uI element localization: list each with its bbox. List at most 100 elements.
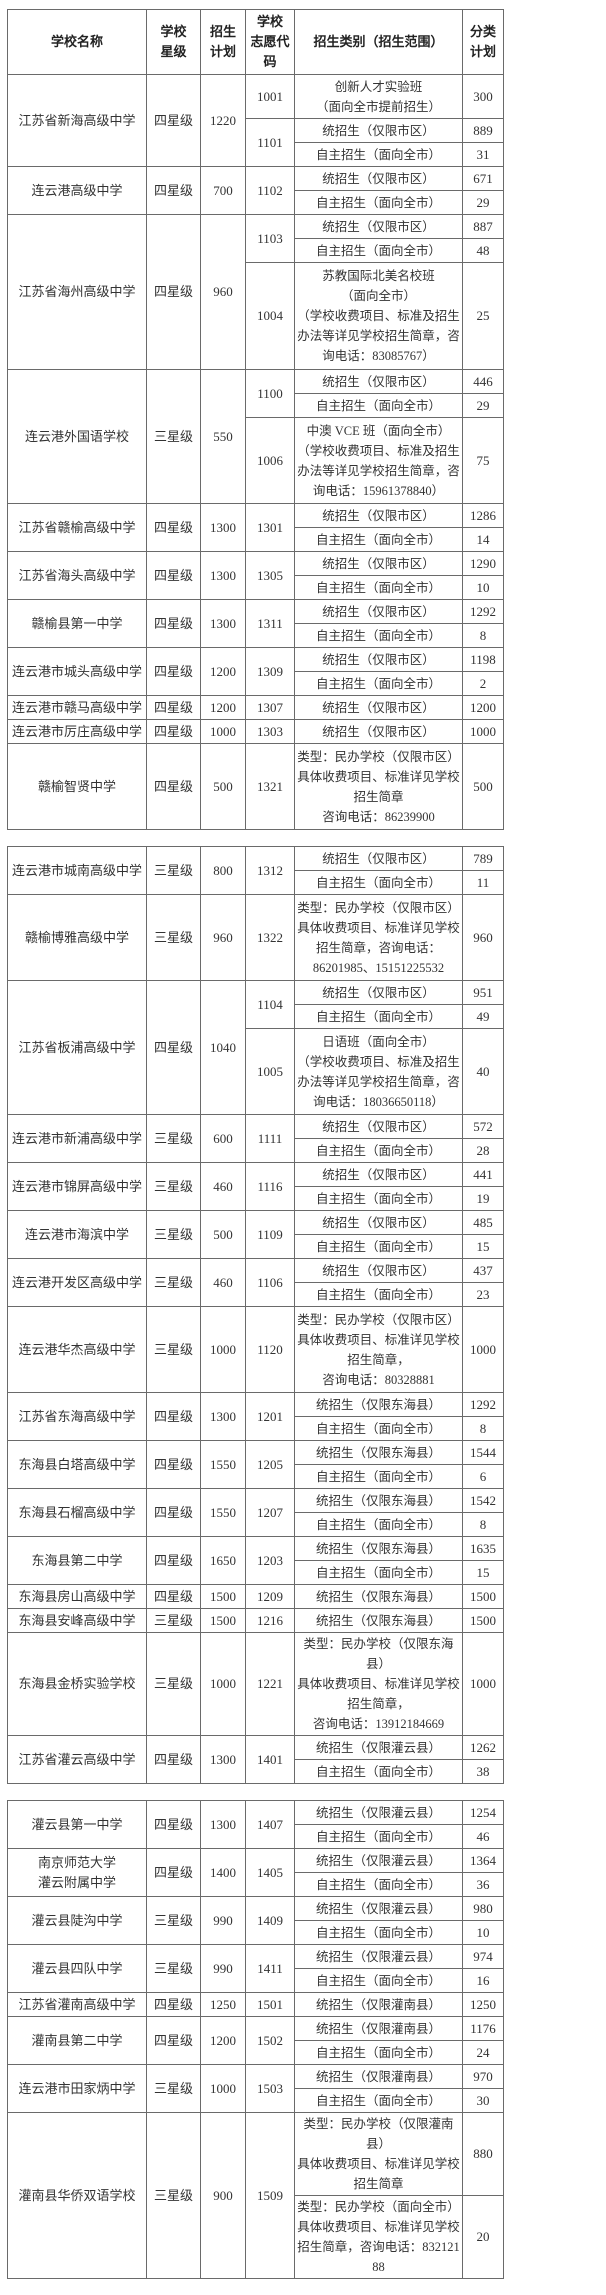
star-level: 四星级 xyxy=(146,980,201,1115)
enrollment-plan: 1220 xyxy=(200,74,246,167)
enrollment-category: 自主招生（面向全市） xyxy=(294,142,463,167)
star-level: 三星级 xyxy=(146,1210,201,1259)
school-code: 1501 xyxy=(245,1992,295,2017)
table-row: 自主招生（面向全市） 28 xyxy=(8,1138,504,1163)
enrollment-plan: 1500 xyxy=(200,1608,246,1633)
enrollment-category: 自主招生（面向全市） xyxy=(294,1512,463,1537)
school-name: 东海县白塔高级中学 xyxy=(7,1440,147,1489)
star-level: 三星级 xyxy=(146,894,201,981)
enrollment-category: 统招生（仅限灌南县） xyxy=(294,2064,463,2089)
school-code: 1407 xyxy=(245,1800,295,1849)
school-name: 赣榆博雅高级中学 xyxy=(7,894,147,981)
enrollment-category: 统招生（仅限灌云县） xyxy=(294,1944,463,1969)
school-code: 1309 xyxy=(245,647,295,696)
category-count: 25 xyxy=(462,262,504,370)
table-row: 自主招生（面向全市） 10 xyxy=(8,575,504,600)
star-level: 四星级 xyxy=(146,1800,201,1849)
school-code: 1303 xyxy=(245,719,295,744)
table-row: 连云港开发区高级中学 三星级 460 1106 统招生（仅限市区） 437 xyxy=(7,1258,504,1307)
enrollment-category: 统招生（仅限市区） xyxy=(294,1210,463,1235)
school-name: 江苏省新海高级中学 xyxy=(7,74,147,167)
table-row: 1005 日语班（面向全市） （学校收费项目、标准及招生 办法等详见学校招生简章，… xyxy=(8,1028,504,1115)
category-count: 1200 xyxy=(462,695,504,720)
school-name: 连云港市赣马高级中学 xyxy=(7,695,147,720)
school-name: 江苏省灌南高级中学 xyxy=(7,1992,147,2017)
school-name: 连云港市锦屏高级中学 xyxy=(7,1162,147,1211)
school-name: 连云港市新浦高级中学 xyxy=(7,1114,147,1163)
category-count: 46 xyxy=(462,1824,504,1849)
category-count: 441 xyxy=(462,1162,504,1187)
enrollment-category: 自主招生（面向全市） xyxy=(294,1138,463,1163)
enrollment-category: 自主招生（面向全市） xyxy=(294,1759,463,1784)
enrollment-category: 自主招生（面向全市） xyxy=(294,190,463,215)
enrollment-category: 统招生（仅限市区） xyxy=(294,980,463,1005)
enrollment-plan: 800 xyxy=(200,846,246,895)
enrollment-category: 自主招生（面向全市） xyxy=(294,1824,463,1849)
table-row: 自主招生（面向全市） 23 xyxy=(8,1282,504,1307)
enrollment-category: 统招生（仅限市区） xyxy=(294,551,463,576)
enrollment-plan: 460 xyxy=(200,1162,246,1211)
star-level: 三星级 xyxy=(146,1632,201,1736)
enrollment-plan: 500 xyxy=(200,743,246,830)
category-count: 11 xyxy=(462,870,504,895)
enrollment-category: 自主招生（面向全市） xyxy=(294,623,463,648)
category-count: 6 xyxy=(462,1464,504,1489)
category-count: 951 xyxy=(462,980,504,1005)
enrollment-category: 统招生（仅限东海县） xyxy=(294,1536,463,1561)
school-name: 东海县第二中学 xyxy=(7,1536,147,1585)
enrollment-category: 统招生（仅限市区） xyxy=(294,599,463,624)
enrollment-category: 统招生（仅限灌云县） xyxy=(294,1848,463,1873)
table-row: 灌南县第二中学 四星级 1200 1502 统招生（仅限灌南县） 1176 xyxy=(7,2016,504,2065)
enrollment-plan: 1300 xyxy=(200,599,246,648)
school-name: 连云港市城南高级中学 xyxy=(7,846,147,895)
table-row: 连云港外国语学校 三星级 550 1100 统招生（仅限市区） 446 xyxy=(7,369,504,504)
enrollment-category: 统招生（仅限市区） xyxy=(294,695,463,720)
enrollment-category: 类型：民办学校（仅限灌南县） 具体收费项目、标准详见学校 招生简章 xyxy=(294,2112,463,2196)
table-row: 江苏省赣榆高级中学 四星级 1300 1301 统招生（仅限市区） 1286 xyxy=(7,503,504,552)
enrollment-category: 统招生（仅限市区） xyxy=(294,647,463,672)
header-code: 学校 志愿代 码 xyxy=(245,9,295,75)
school-name: 赣榆智贤中学 xyxy=(7,743,147,830)
school-code: 1109 xyxy=(245,1210,295,1259)
enrollment-category: 统招生（仅限东海县） xyxy=(294,1392,463,1417)
star-level: 三星级 xyxy=(146,1944,201,1993)
school-name: 江苏省赣榆高级中学 xyxy=(7,503,147,552)
school-code: 1103 xyxy=(245,214,295,263)
enrollment-category: 自主招生（面向全市） xyxy=(294,238,463,263)
table-row: 连云港高级中学 四星级 700 1102 统招生（仅限市区） 671 xyxy=(7,166,504,215)
category-count: 889 xyxy=(462,118,504,143)
table-row: 自主招生（面向全市） 14 xyxy=(8,527,504,552)
table-row: 连云港市田家炳中学 三星级 1000 1503 统招生（仅限灌南县） 970 xyxy=(7,2064,504,2113)
enrollment-category: 创新人才实验班 （面向全市提前招生） xyxy=(294,74,463,119)
table-row: 江苏省海州高级中学 四星级 960 1103 统招生（仅限市区） 887 xyxy=(7,214,504,370)
category-count: 1292 xyxy=(462,599,504,624)
category-count: 1500 xyxy=(462,1584,504,1609)
enrollment-category: 统招生（仅限市区） xyxy=(294,118,463,143)
category-count: 1000 xyxy=(462,1632,504,1736)
category-count: 1198 xyxy=(462,647,504,672)
school-code: 1221 xyxy=(245,1632,295,1736)
school-code: 1322 xyxy=(245,894,295,981)
category-count: 15 xyxy=(462,1560,504,1585)
enrollment-plan: 1200 xyxy=(200,695,246,720)
table-row: 连云港市赣马高级中学 四星级 1200 1307 统招生（仅限市区） 1200 xyxy=(7,695,504,720)
enrollment-category: 统招生（仅限灌云县） xyxy=(294,1800,463,1825)
table-row: 自主招生（面向全市） 24 xyxy=(8,2040,504,2065)
school-name: 连云港市厉庄高级中学 xyxy=(7,719,147,744)
school-code: 1004 xyxy=(245,262,295,370)
school-name: 连云港市城头高级中学 xyxy=(7,647,147,696)
enrollment-category: 统招生（仅限灌云县） xyxy=(294,1896,463,1921)
enrollment-plan: 1650 xyxy=(200,1536,246,1585)
category-count: 29 xyxy=(462,190,504,215)
enrollment-category: 统招生（仅限市区） xyxy=(294,369,463,394)
enrollment-category: 自主招生（面向全市） xyxy=(294,1920,463,1945)
category-count: 1262 xyxy=(462,1735,504,1760)
category-count: 1364 xyxy=(462,1848,504,1873)
table-row: 灌云县四队中学 三星级 990 1411 统招生（仅限灌云县） 974 xyxy=(7,1944,504,1993)
star-level: 四星级 xyxy=(146,1440,201,1489)
school-name: 灌云县四队中学 xyxy=(7,1944,147,1993)
category-count: 1500 xyxy=(462,1608,504,1633)
school-name: 灌云县第一中学 xyxy=(7,1800,147,1849)
enrollment-plan: 1200 xyxy=(200,647,246,696)
category-count: 48 xyxy=(462,238,504,263)
